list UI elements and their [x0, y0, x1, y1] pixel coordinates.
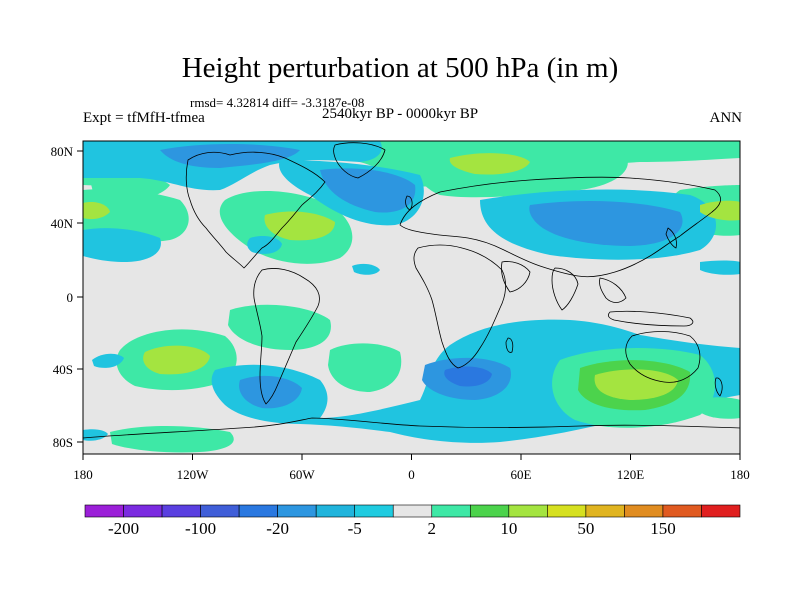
- colorbar-label: 10: [500, 519, 517, 538]
- colorbar-swatch: [200, 504, 240, 518]
- y-tick-label: 80N: [51, 144, 74, 159]
- coast-greenland: [333, 142, 386, 179]
- colorbar: -200 -100 -20 -5 2 10 50 150: [84, 504, 741, 538]
- y-tick-label: 40N: [51, 216, 74, 231]
- colorbar-swatch: [161, 504, 201, 518]
- contour-blue-arctic: [160, 144, 300, 168]
- axis-labels: 180 120W 60W 0 60E 120E 180 80N 40N 0 40…: [51, 144, 750, 482]
- coast-india: [551, 267, 579, 311]
- x-tick-label: 0: [408, 467, 415, 482]
- contour-green-antarctic: [110, 426, 234, 453]
- contour-yg-io: [594, 369, 678, 400]
- contour-green-sa: [328, 343, 402, 392]
- x-tick-label: 60W: [289, 467, 315, 482]
- contour-yg-eastpac: [700, 200, 740, 221]
- coast-new-zealand: [714, 377, 723, 397]
- colorbar-label: 50: [577, 519, 594, 538]
- colorbar-label: 150: [650, 519, 676, 538]
- contour-cyan-fareast: [700, 260, 740, 275]
- colorbar-label: -100: [185, 519, 216, 538]
- y-tick-label: 80S: [53, 435, 73, 450]
- y-tick-label: 0: [67, 290, 74, 305]
- contour-cyan-sp-small: [92, 353, 124, 368]
- coast-arabia: [501, 261, 531, 293]
- contour-blue-sa: [239, 375, 302, 409]
- coast-south-america: [253, 268, 320, 405]
- contour-yg-atlantic: [264, 211, 335, 241]
- x-tick-label: 60E: [511, 467, 532, 482]
- colorbar-swatch: [84, 504, 124, 518]
- colorbar-swatch: [469, 504, 510, 518]
- colorbar-swatch: [277, 504, 317, 518]
- rmsd-diff-stats: rmsd= 4.32814 diff= -3.3187e-08: [190, 95, 365, 110]
- contour-blue-na: [320, 168, 416, 213]
- contour-yg-eurasia: [449, 153, 530, 175]
- experiment-label: Expt = tfMfH-tfmea: [83, 110, 205, 126]
- contour-cyan-pacific-small: [247, 236, 282, 254]
- coast-australia: [625, 331, 701, 383]
- coast-japan: [665, 227, 677, 249]
- colorbar-swatch: [662, 504, 702, 518]
- contour-blue-siberia: [529, 200, 683, 246]
- coast-southeast-asia: [599, 277, 627, 303]
- contour-yg-westpac: [83, 202, 110, 220]
- contour-cyan-npacific-left: [83, 228, 161, 262]
- colorbar-label: 2: [428, 519, 437, 538]
- colorbar-swatch: [508, 504, 548, 518]
- coast-indonesia: [607, 310, 694, 327]
- contour-cyan-atlantic-small: [352, 263, 380, 275]
- coast-madagascar: [505, 337, 514, 353]
- colorbar-label: -5: [348, 519, 362, 538]
- x-tick-label: 180: [73, 467, 93, 482]
- contour-green-sp2: [228, 304, 331, 350]
- colorbar-swatch: [315, 504, 356, 518]
- coastlines: [83, 142, 740, 454]
- contour-field: [83, 141, 740, 454]
- colorbar-swatch: [701, 504, 741, 518]
- contour-deepblue-southern: [444, 366, 492, 387]
- axis-ticks: [77, 150, 741, 460]
- coast-uk: [405, 195, 413, 211]
- contour-green-smallnw: [90, 173, 170, 202]
- colorbar-label: -20: [266, 519, 289, 538]
- page-title: Height perturbation at 500 hPa (in m): [181, 52, 619, 84]
- coast-africa: [413, 244, 506, 369]
- contour-yg-sp: [143, 345, 210, 375]
- x-tick-label: 120W: [177, 467, 210, 482]
- colorbar-swatch: [123, 504, 163, 518]
- colorbar-label: -200: [108, 519, 139, 538]
- contour-green-aus-east: [700, 397, 740, 419]
- coast-eurasia: [399, 176, 721, 278]
- colorbar-swatch: [431, 504, 471, 518]
- colorbar-swatch: [354, 504, 394, 518]
- colorbar-swatch: [624, 504, 664, 518]
- colorbar-swatch: [547, 504, 587, 518]
- x-tick-label: 180: [730, 467, 750, 482]
- period-label: 2540kyr BP - 0000kyr BP: [322, 106, 479, 122]
- x-tick-label: 120E: [617, 467, 645, 482]
- colorbar-swatch: [392, 504, 433, 518]
- y-tick-label: 40S: [53, 362, 73, 377]
- coast-north-america: [185, 151, 326, 269]
- coast-antarctica: [83, 417, 740, 454]
- colorbar-swatch: [238, 504, 278, 518]
- season-label: ANN: [709, 110, 743, 126]
- colorbar-swatch: [585, 504, 625, 518]
